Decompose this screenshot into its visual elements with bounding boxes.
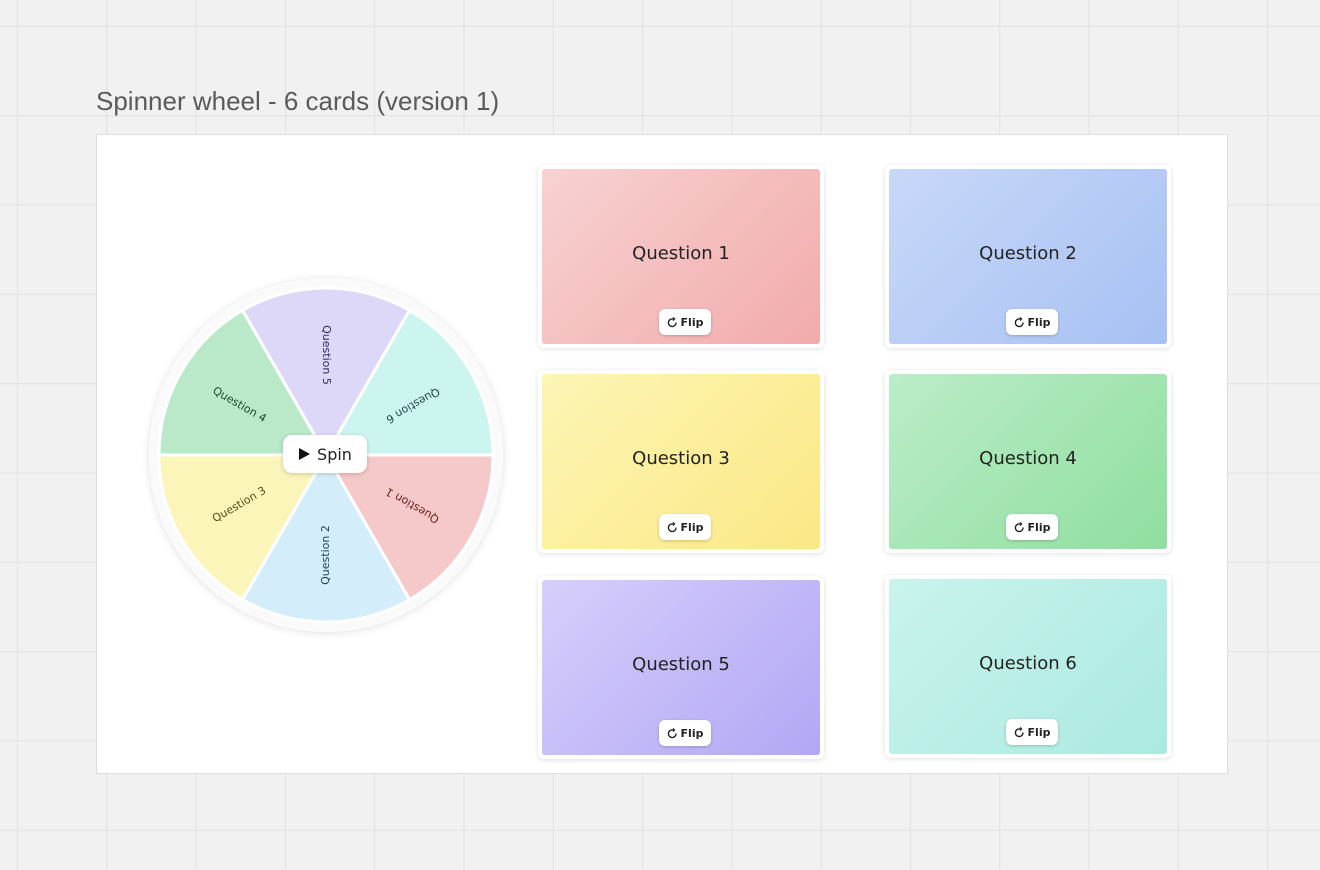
flip-icon [667,521,677,532]
wheel-segment [240,286,412,458]
flip-label: Flip [1027,520,1051,534]
segment-label: Question 2 [319,525,332,585]
wheel-segment [240,452,412,624]
card-question: Question 1 [632,243,730,264]
card-face: Question 2 Flip [889,169,1167,344]
card-face: Question 4 Flip [889,374,1167,549]
question-card: Question 1 Flip [538,165,824,348]
flip-icon [667,316,677,327]
spin-label: Spin [317,444,352,464]
question-card: Question 5 Flip [538,576,824,759]
flip-icon [1014,521,1024,532]
card-question: Question 2 [979,243,1077,264]
flip-button[interactable]: Flip [659,720,711,746]
flip-button[interactable]: Flip [1006,514,1058,540]
card-question: Question 6 [979,653,1077,674]
wheel-segment [157,453,329,602]
flip-icon [667,727,677,738]
card-face: Question 5 Flip [542,580,820,755]
flip-icon [1014,316,1024,327]
frame: Question 5 Question 6 Question 1 Question 2… [96,134,1228,774]
card-question: Question 4 [979,448,1077,469]
flip-label: Flip [680,520,704,534]
card-face: Question 1 Flip [542,169,820,344]
flip-button[interactable]: Flip [1006,309,1058,335]
spin-button[interactable]: Spin [283,435,367,473]
card-question: Question 5 [632,654,730,675]
play-icon [299,448,311,460]
question-card: Question 4 Flip [885,370,1171,553]
flip-label: Flip [680,726,704,740]
flip-button[interactable]: Flip [659,309,711,335]
question-card: Question 3 Flip [538,370,824,553]
wheel-segment [157,308,329,457]
flip-icon [1014,726,1024,737]
segment-label: Question 5 [320,325,333,385]
wheel-segment [323,308,495,457]
question-card: Question 6 Flip [885,575,1171,758]
flip-label: Flip [1027,315,1051,329]
flip-button[interactable]: Flip [1006,719,1058,745]
card-face: Question 6 Flip [889,579,1167,754]
question-card: Question 2 Flip [885,165,1171,348]
wheel-segment [323,453,495,602]
flip-label: Flip [680,315,704,329]
card-face: Question 3 Flip [542,374,820,549]
flip-button[interactable]: Flip [659,514,711,540]
flip-label: Flip [1027,725,1051,739]
frame-title: Spinner wheel - 6 cards (version 1) [96,86,500,116]
card-question: Question 3 [632,448,730,469]
